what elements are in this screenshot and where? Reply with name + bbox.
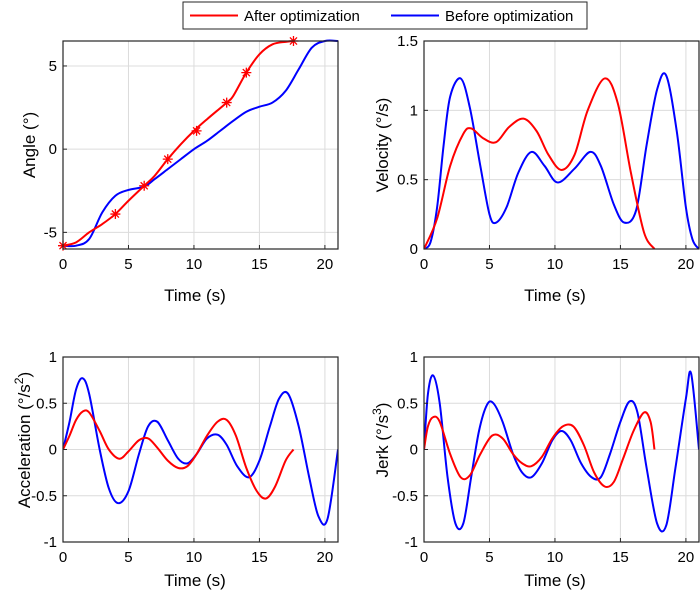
angle-xtick-label: 10 <box>186 256 203 273</box>
acceleration-xlabel: Time (s) <box>164 571 226 590</box>
jerk-xlabel: Time (s) <box>524 571 586 590</box>
velocity-frame <box>423 40 700 250</box>
angle-xtick-label: 15 <box>251 256 268 273</box>
jerk-ytick-label: 1 <box>410 349 418 366</box>
acceleration-plot: 0 5 10 15 20 -1 -0.5 0 0.5 1 Time (s) Acceleratio… <box>12 349 339 590</box>
acceleration-ytick-label: 1 <box>49 349 57 366</box>
angle-xlabel: Time (s) <box>164 286 226 305</box>
legend-label-before: Before optimization <box>445 8 573 25</box>
acceleration-xtick-label: 5 <box>124 549 132 566</box>
acceleration-ytick-label: -1 <box>44 534 57 551</box>
jerk-frame <box>423 356 700 543</box>
velocity-ytick-label: 0.5 <box>397 172 418 189</box>
angle-xtick-label: 5 <box>124 256 132 273</box>
velocity-xtick-label: 10 <box>547 256 564 273</box>
acceleration-series-after <box>63 409 295 500</box>
acceleration-xtick-label: 0 <box>59 549 67 566</box>
acceleration-ylabel: Acceleration (°/s2) <box>12 372 34 508</box>
velocity-ytick-label: 0 <box>410 241 418 258</box>
jerk-ytick-label: -0.5 <box>392 488 418 505</box>
velocity-plot-area <box>424 41 699 249</box>
velocity-xtick-label: 20 <box>678 256 695 273</box>
acceleration-ylabel-sup: 2 <box>12 377 26 384</box>
jerk-ytick-label: 0 <box>410 442 418 459</box>
angle-marker <box>162 154 173 165</box>
angle-series-before <box>63 39 338 248</box>
acceleration-ytick-label: 0 <box>49 442 57 459</box>
angle-ytick-label: 5 <box>49 58 57 75</box>
velocity-series-after <box>424 77 656 250</box>
velocity-xlabel: Time (s) <box>524 286 586 305</box>
angle-frame <box>62 40 339 250</box>
legend-box <box>182 1 588 30</box>
jerk-xtick-label: 5 <box>485 549 493 566</box>
legend: After optimization Before optimization <box>182 1 588 30</box>
velocity-xtick-label: 15 <box>612 256 629 273</box>
angle-ytick-label: -5 <box>44 224 57 241</box>
velocity-plot: 0 5 10 15 20 0 0.5 1 1.5 Time (s) Velocity (°/s) <box>373 33 700 305</box>
acceleration-ylabel-main: Acceleration (°/s <box>15 384 34 508</box>
velocity-ytick-label: 1 <box>410 102 418 119</box>
velocity-ylabel: Velocity (°/s) <box>373 98 392 193</box>
jerk-ytick-label: -1 <box>405 534 418 551</box>
jerk-ylabel-sup: 3 <box>370 408 384 415</box>
jerk-xtick-label: 10 <box>547 549 564 566</box>
angle-marker <box>221 97 232 108</box>
angle-marker <box>241 67 252 78</box>
velocity-ytick-label: 1.5 <box>397 33 418 50</box>
angle-marker <box>191 125 202 136</box>
acceleration-xtick-label: 10 <box>186 549 203 566</box>
jerk-ylabel-end: ) <box>373 403 392 409</box>
velocity-xtick-label: 5 <box>485 256 493 273</box>
jerk-xtick-label: 15 <box>612 549 629 566</box>
acceleration-ylabel-end: ) <box>15 372 34 378</box>
angle-marker <box>139 180 150 191</box>
angle-marker <box>110 209 121 220</box>
acceleration-ytick-label: 0.5 <box>36 395 57 412</box>
angle-xtick-label: 0 <box>59 256 67 273</box>
jerk-plot: 0 5 10 15 20 -1 -0.5 0 0.5 1 Time (s) Jerk (°/s3) <box>370 349 700 590</box>
legend-label-after: After optimization <box>244 8 360 25</box>
jerk-ylabel: Jerk (°/s3) <box>370 403 392 478</box>
velocity-xtick-label: 0 <box>420 256 428 273</box>
jerk-series-after <box>424 411 656 489</box>
jerk-ylabel-main: Jerk (°/s <box>373 415 392 478</box>
acceleration-xtick-label: 15 <box>251 549 268 566</box>
acceleration-frame <box>62 356 339 543</box>
acceleration-ytick-label: -0.5 <box>31 488 57 505</box>
angle-plot: 0 5 10 15 20-505 Time (s) Angle (°) <box>20 36 339 305</box>
angle-ylabel: Angle (°) <box>20 112 39 178</box>
jerk-ytick-label: 0.5 <box>397 395 418 412</box>
acceleration-xtick-label: 20 <box>317 549 334 566</box>
angle-ytick-label: 0 <box>49 141 57 158</box>
angle-xtick-label: 20 <box>317 256 334 273</box>
velocity-series-before <box>424 72 699 250</box>
jerk-xtick-label: 20 <box>678 549 695 566</box>
jerk-xtick-label: 0 <box>420 549 428 566</box>
angle-series-after <box>63 40 294 247</box>
